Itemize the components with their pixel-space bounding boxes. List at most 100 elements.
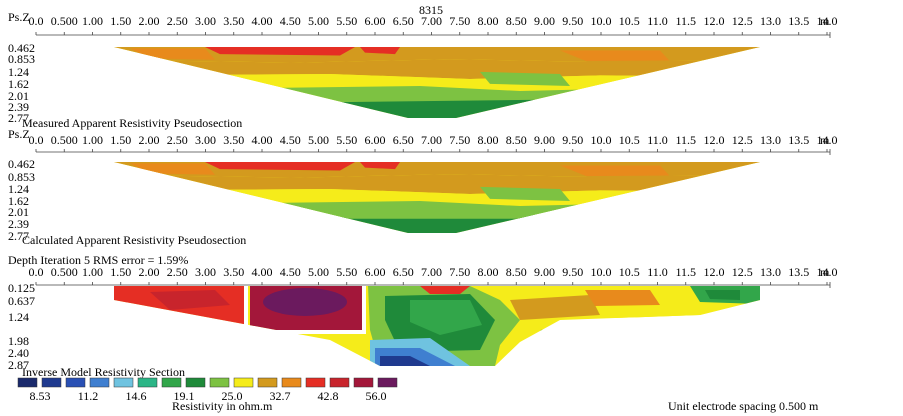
x-tick-label: 7.50 [449,265,470,279]
band [130,163,215,175]
x-tick-label: 8.50 [506,265,527,279]
x-tick-label: 3.50 [223,265,244,279]
panel-3: 0.0 0.500 1.00 1.50 2.00 2.50 3.00 3.50 4.00 4.50… [8,253,838,379]
legend-label: 42.8 [318,389,339,403]
x-tick-label: 13.0 [760,14,781,28]
x-tick-label: 4.50 [280,265,301,279]
x-tick-label: 7.50 [449,14,470,28]
legend-swatch [185,377,206,388]
x-tick-label: 4.50 [280,133,301,147]
x-tick-label: 0.500 [51,265,78,279]
x-tick-label: 1.50 [110,265,131,279]
x-tick-label: 11.5 [675,133,696,147]
model-cell [510,295,600,320]
y-tick-label: 2.39 [8,217,29,231]
x-tick-label: 10.0 [591,133,612,147]
legend-swatch [113,377,134,388]
x-tick-label: 3.00 [195,265,216,279]
y-tick-label: 0.853 [8,52,35,66]
x-tick-label: 1.00 [82,265,103,279]
x-tick-label: 7.50 [449,133,470,147]
x-tick-label: 5.50 [336,133,357,147]
model-cell [705,290,740,300]
x-tick-label: 13.5 [788,133,809,147]
y-tick-label: 2.01 [8,89,29,103]
color-legend: 8.53 11.2 14.6 19.1 25.0 32.7 42.8 56.0 [17,377,398,403]
x-tick-label: 5.00 [308,265,329,279]
x-tick-label: 0.0 [29,265,44,279]
y-tick-label: 0.462 [8,41,35,55]
legend-swatch [233,377,254,388]
x-tick-label: 9.00 [534,133,555,147]
legend-label: 14.6 [126,389,147,403]
x-tick-label: 1.50 [110,14,131,28]
model-separator [248,330,366,334]
x-tick-label: 7.00 [421,14,442,28]
x-tick-label: 14.0 [817,133,838,147]
x-tick-label: 6.00 [365,265,386,279]
band [360,162,400,170]
unit-note: Unit electrode spacing 0.500 m [668,399,819,413]
x-tick-label: 9.50 [562,133,583,147]
legend-swatch [257,377,278,388]
legend-swatch [353,377,374,388]
x-tick-label: 11.5 [675,265,696,279]
x-tick-label: 7.00 [421,133,442,147]
model-body [114,286,760,366]
panel-1: 0.0 0.500 1.00 1.50 2.00 2.50 3.00 3.50 4.00 4.50… [8,10,838,130]
legend-label: 8.53 [30,389,51,403]
y-tick-label: 2.87 [8,358,29,372]
x-tick-label: 13.5 [788,265,809,279]
x-tick-label: 5.00 [308,14,329,28]
y-tick-label: 2.40 [8,346,29,360]
y-tick-label: 0.853 [8,170,35,184]
x-tick-label: 3.00 [195,133,216,147]
legend-label: 11.2 [78,389,99,403]
x-tick-label: 0.500 [51,133,78,147]
model-separator [362,286,366,334]
y-tick-label: 0.462 [8,157,35,171]
x-tick-label: 2.50 [167,133,188,147]
x-tick-label: 2.00 [139,133,160,147]
x-tick-label: 13.0 [760,133,781,147]
x-tick-label: 4.00 [252,265,273,279]
x-tick-label: 8.50 [506,14,527,28]
x-tick-label: 10.0 [591,14,612,28]
model-cell [380,356,430,366]
x-tick-label: 11.0 [647,133,668,147]
band [380,62,480,72]
y-axis-label: Ps.Z [8,10,30,24]
x-tick-label: 0.500 [51,14,78,28]
x-tick-label: 12.5 [732,14,753,28]
x-tick-label: 12.5 [732,133,753,147]
model-cell [420,286,470,294]
band [320,99,560,118]
x-tick-label: 2.50 [167,265,188,279]
band [360,47,400,55]
x-tick-label: 5.50 [336,14,357,28]
legend-title: Resistivity in ohm.m [172,399,273,413]
x-tick-label: 4.50 [280,14,301,28]
model-cell [410,300,482,335]
model-cell [585,290,660,306]
band [560,165,670,178]
panel-title: Measured Apparent Resistivity Pseudosect… [22,116,242,130]
y-tick-label: 1.24 [8,310,29,324]
legend-swatch [305,377,326,388]
band [560,50,670,63]
legend-swatch [89,377,110,388]
x-tick-label: 6.50 [393,14,414,28]
x-tick-label: 5.50 [336,265,357,279]
x-unit-label: m [820,14,830,28]
panel-title: Calculated Apparent Resistivity Pseudose… [22,233,246,247]
x-tick-label: 6.00 [365,14,386,28]
x-tick-label: 11.5 [675,14,696,28]
x-tick-label: 9.50 [562,14,583,28]
x-tick-label: 10.5 [619,133,640,147]
x-tick-label: 1.00 [82,133,103,147]
y-tick-label: 0.637 [8,294,35,308]
x-tick-label: 6.50 [393,133,414,147]
x-tick-label: 12.5 [732,265,753,279]
